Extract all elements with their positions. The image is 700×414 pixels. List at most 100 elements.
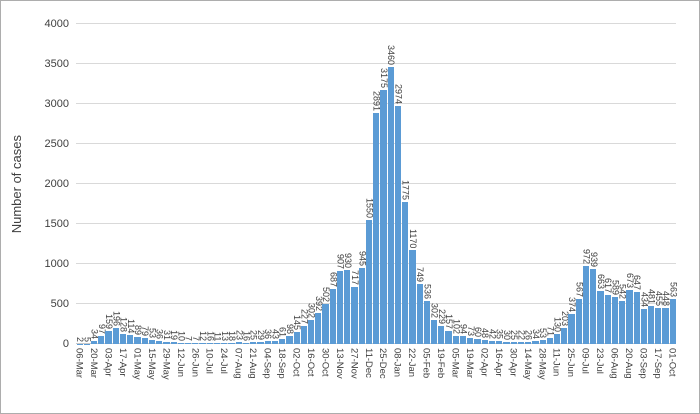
x-tick-label: 11-Jun xyxy=(550,348,562,377)
bar-slot: 31 xyxy=(162,24,172,344)
bar xyxy=(235,342,242,344)
bar-slot: 374 xyxy=(567,24,578,344)
x-tick-label: 21-Aug xyxy=(247,348,259,379)
bar-data-label: 1775 xyxy=(400,179,411,200)
x-tick-label: 25-Dec xyxy=(377,348,389,379)
bar-slot: 11 xyxy=(212,24,223,344)
x-axis: 06-Mar 20-Mar 03-Apr 17-Apr 01-May 15-May 29-M… xyxy=(74,348,678,412)
bar xyxy=(597,290,604,344)
bar-data-label: 61 xyxy=(277,327,288,338)
bar-data-label: 448 xyxy=(661,291,672,307)
bar-slot: 945 xyxy=(357,24,368,344)
bar xyxy=(127,334,134,344)
bar-slot: 94 xyxy=(458,24,469,344)
x-tick-label: 27-Nov xyxy=(348,348,360,379)
bar-data-label: 749 xyxy=(415,267,426,283)
bar-data-label: 145 xyxy=(292,315,303,331)
bar-slot: 13 xyxy=(220,24,230,344)
bar-slot: 907 xyxy=(336,24,346,344)
bar xyxy=(423,301,430,344)
x-tick-label: 18-Sep xyxy=(276,348,288,379)
x-tick-label: 12-Jun xyxy=(174,348,186,378)
bar-data-label: 10 xyxy=(176,331,187,342)
bar xyxy=(510,342,517,344)
bar xyxy=(561,327,568,344)
bar-slot: 3460 xyxy=(386,24,396,344)
bar-slot: 29 xyxy=(256,24,266,344)
bar-slot: 229 xyxy=(437,24,447,344)
bar-data-label: 35 xyxy=(494,329,505,340)
bar xyxy=(582,266,590,344)
bar-slot: 61 xyxy=(277,24,288,344)
y-axis-title-wrap: Number of cases xyxy=(9,24,24,344)
x-tick-label: 02-Apr xyxy=(478,348,490,377)
bar-slot: 1170 xyxy=(407,24,418,344)
bar-slot: 36 xyxy=(263,24,274,344)
bar xyxy=(105,331,112,344)
bar-slot: 30 xyxy=(502,24,512,344)
bar xyxy=(532,341,539,344)
bar-data-label: 26 xyxy=(523,329,534,340)
bar-data-label: 11 xyxy=(212,331,223,342)
bar-slot: 22 xyxy=(516,24,526,344)
bar-slot: 2891 xyxy=(372,24,382,344)
bar-slot: 392 xyxy=(314,24,324,344)
x-tick-label: 17-Apr xyxy=(116,348,128,377)
x-tick-label: 02-Oct xyxy=(290,348,302,377)
bar-data-label: 542 xyxy=(617,283,628,299)
bar xyxy=(517,342,525,344)
bar xyxy=(459,336,467,344)
x-tick-label: 26-Jun xyxy=(189,348,201,378)
bar xyxy=(134,336,141,344)
bar-data-label: 25 xyxy=(248,329,259,340)
gridline-3000 xyxy=(76,103,676,104)
bar xyxy=(271,340,279,344)
bar xyxy=(286,336,293,344)
bar xyxy=(336,271,344,344)
bar xyxy=(358,268,365,344)
bar-data-label: 1170 xyxy=(407,229,418,249)
y-tick-label: 3500 xyxy=(44,58,69,70)
bar-data-label: 589 xyxy=(610,279,621,295)
bar-data-label: 7 xyxy=(183,336,194,342)
y-tick-label: 3000 xyxy=(44,98,69,110)
bar-data-label: 567 xyxy=(574,281,585,297)
bar xyxy=(177,343,185,344)
x-tick-label: 03-Apr xyxy=(102,348,114,377)
bar-data-label: 94 xyxy=(458,324,469,335)
x-tick-label: 19-Mar xyxy=(463,348,475,379)
bar xyxy=(185,343,192,344)
bar-data-label: 2974 xyxy=(393,84,404,105)
bar-data-label: 36 xyxy=(263,329,274,340)
bar-slot: 203 xyxy=(560,24,570,344)
bar xyxy=(611,296,619,344)
bar xyxy=(669,298,676,344)
bar-data-label: 374 xyxy=(567,297,578,313)
bar xyxy=(503,341,510,344)
bar-slot: 536 xyxy=(422,24,432,344)
y-tick-label: 1500 xyxy=(44,218,69,230)
bar xyxy=(365,220,373,344)
bar-slot: 302 xyxy=(307,24,317,344)
x-tick-label: 08-Jan xyxy=(391,348,403,378)
bar-slot: 159 xyxy=(104,24,114,344)
bar-slot: 717 xyxy=(350,24,360,344)
plot-area: 2 5 34 97 159 196 128 114 89 79 53 36 31 19 10 7 7 12 16 11… xyxy=(75,23,678,344)
x-tick-label: 29-May xyxy=(160,348,172,380)
bar xyxy=(474,339,481,344)
bar-slot: 145 xyxy=(292,24,303,344)
bar-slot: 157 xyxy=(444,24,454,344)
bar-slot: 749 xyxy=(415,24,426,344)
bar-slot: 10 xyxy=(176,24,187,344)
x-tick-label: 22-Jan xyxy=(406,348,418,378)
bar-slot: 42 xyxy=(487,24,497,344)
bar-data-label: 7 xyxy=(190,336,201,342)
bar xyxy=(626,290,633,344)
bar-slot: 673 xyxy=(625,24,635,344)
bar xyxy=(206,342,213,344)
bar-slot: 36 xyxy=(155,24,165,344)
bar-data-label: 434 xyxy=(639,292,650,308)
bar-data-label: 945 xyxy=(357,251,368,267)
bar-data-label: 302 xyxy=(429,302,440,318)
y-tick-label: 500 xyxy=(50,298,69,310)
